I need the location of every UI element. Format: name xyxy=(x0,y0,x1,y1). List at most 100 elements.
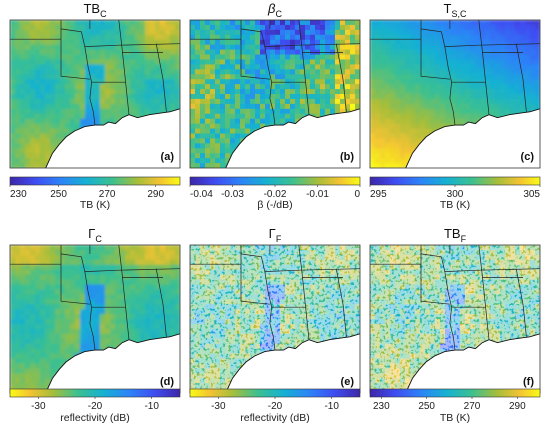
state-border xyxy=(118,268,180,271)
state-border xyxy=(298,268,360,271)
state-border xyxy=(335,43,347,112)
colorbar-tick-label: 0 xyxy=(354,189,360,200)
state-border xyxy=(298,43,360,46)
state-border xyxy=(60,20,96,126)
coastline xyxy=(225,333,360,393)
colorbar-tick-label: -30 xyxy=(211,401,226,412)
colorbar-b: -0.04 -0.03 -0.02 -0.01 0 xyxy=(189,176,361,200)
panel-title-e: ΓF xyxy=(269,226,282,244)
state-border xyxy=(118,245,130,340)
colorbar-label-d: reflectivity (dB) xyxy=(60,412,129,424)
panel-label: (f) xyxy=(523,376,534,388)
colorbar-tick-label: -0.04 xyxy=(190,189,213,200)
panel-label: (b) xyxy=(340,151,354,163)
colorbar-tick-label: 270 xyxy=(464,401,481,412)
gulf-water xyxy=(225,333,360,393)
colorbar-tick-label: 300 xyxy=(447,189,464,200)
svg-text:TBF: TBF xyxy=(444,226,467,244)
state-border xyxy=(264,44,299,47)
colorbar-label-b: β (-/dB) xyxy=(257,199,292,211)
colorbar-e: -30 -20 -10 xyxy=(189,388,361,412)
state-border xyxy=(478,20,490,115)
state-border xyxy=(84,44,119,47)
panel-label: (c) xyxy=(521,151,535,163)
state-border xyxy=(60,245,96,351)
gulf-water xyxy=(45,333,180,393)
state-border xyxy=(298,245,310,340)
colorbar-tick-label: 290 xyxy=(147,189,164,200)
colorbar-a: 230 250 270 290 xyxy=(9,176,181,200)
panel-title-b: βC xyxy=(267,1,282,19)
colorbar-tick-label: -30 xyxy=(31,401,46,412)
panel-label: (e) xyxy=(341,376,355,388)
svg-text:TBC: TBC xyxy=(83,1,107,19)
state-border xyxy=(118,20,130,115)
colorbar-tick-label: -0.01 xyxy=(306,189,329,200)
coastline xyxy=(405,333,540,393)
panel-label: (d) xyxy=(160,376,174,388)
state-border xyxy=(420,253,450,305)
colorbar-tick-label: -10 xyxy=(144,401,159,412)
panel-title-a: TBC xyxy=(83,1,107,19)
colorbar-tick-label: -0.02 xyxy=(264,189,287,200)
state-border xyxy=(155,268,167,337)
state-border xyxy=(240,20,276,126)
gulf-water xyxy=(225,108,360,168)
state-border xyxy=(264,269,299,272)
state-border xyxy=(240,245,276,351)
state-border xyxy=(118,43,180,46)
svg-text:TS,C: TS,C xyxy=(444,1,467,19)
svg-text:ΓC: ΓC xyxy=(88,226,102,244)
panel-title-f: TBF xyxy=(444,226,467,244)
colorbar-label-f: TB (K) xyxy=(440,412,470,424)
state-border xyxy=(240,253,270,305)
colorbar-tick-label: -20 xyxy=(268,401,283,412)
gulf-water xyxy=(405,108,540,168)
coastline xyxy=(405,108,540,168)
panel-title-c: TS,C xyxy=(444,1,467,19)
colorbar-tick-label: -20 xyxy=(88,401,103,412)
colorbar-tick-label: 230 xyxy=(373,401,390,412)
colorbar-tick-label: 250 xyxy=(418,401,435,412)
colorbar-tick-label: 270 xyxy=(99,189,116,200)
colorbar-gradient xyxy=(9,176,181,186)
colorbar-tick-label: -0.03 xyxy=(221,189,244,200)
colorbar-gradient xyxy=(189,388,361,398)
colorbar-tick-label: 290 xyxy=(509,401,526,412)
panel-frame xyxy=(189,19,361,169)
map-panel-d: (d) xyxy=(9,244,181,394)
colorbar-tick-label: 305 xyxy=(523,189,540,200)
state-border xyxy=(515,43,527,112)
map-panel-c: (c) xyxy=(369,19,541,169)
state-border xyxy=(420,245,456,351)
coastline xyxy=(225,108,360,168)
coastline xyxy=(45,108,180,168)
svg-text:ΓF: ΓF xyxy=(269,226,282,244)
colorbar-label-e: reflectivity (dB) xyxy=(240,412,309,424)
state-border xyxy=(444,44,479,47)
map-panel-b: (b) xyxy=(189,19,361,169)
state-border xyxy=(240,28,270,80)
panel-frame xyxy=(9,19,181,169)
colorbar-tick-label: 230 xyxy=(10,189,27,200)
coastline xyxy=(45,333,180,393)
state-border xyxy=(478,43,540,46)
map-panel-e: (e) xyxy=(189,244,361,394)
colorbar-gradient xyxy=(369,176,541,186)
state-border xyxy=(478,268,540,271)
colorbar-tick-label: -10 xyxy=(324,401,339,412)
state-border xyxy=(335,268,347,337)
map-panel-a: (a) xyxy=(9,19,181,169)
state-border xyxy=(155,43,167,112)
state-border xyxy=(420,28,450,80)
colorbar-d: -30 -20 -10 xyxy=(9,388,181,412)
colorbar-label-c: TB (K) xyxy=(440,199,470,211)
panel-title-d: ΓC xyxy=(88,226,102,244)
gulf-water xyxy=(405,333,540,393)
colorbar-gradient xyxy=(9,388,181,398)
map-panel-f: (f) xyxy=(369,244,541,394)
panel-label: (a) xyxy=(161,151,175,163)
colorbar-gradient xyxy=(189,176,361,186)
svg-text:βC: βC xyxy=(267,1,282,19)
